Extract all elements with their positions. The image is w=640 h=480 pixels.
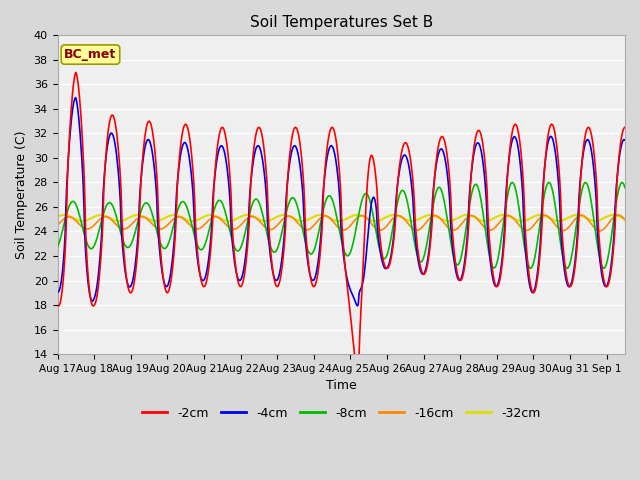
-32cm [54, 214, 61, 220]
-4cm [621, 137, 629, 143]
-16cm [241, 217, 249, 223]
-16cm [503, 213, 511, 218]
-32cm [163, 214, 170, 220]
-4cm [354, 303, 362, 309]
-32cm [504, 213, 512, 219]
Line: -32cm: -32cm [58, 215, 625, 221]
-4cm [417, 268, 424, 274]
-8cm [307, 251, 315, 257]
-8cm [600, 265, 607, 271]
-8cm [503, 197, 511, 203]
-16cm [307, 225, 315, 231]
-2cm [72, 70, 79, 75]
-2cm [163, 289, 170, 295]
-4cm [54, 289, 61, 295]
-8cm [618, 180, 626, 185]
-16cm [162, 224, 170, 229]
-4cm [308, 277, 316, 283]
Text: BC_met: BC_met [65, 48, 116, 61]
-8cm [621, 185, 629, 191]
-2cm [54, 302, 61, 308]
-4cm [72, 95, 79, 100]
-32cm [79, 218, 86, 224]
-16cm [596, 228, 604, 234]
-2cm [308, 281, 316, 287]
-32cm [308, 215, 316, 220]
-16cm [621, 217, 629, 223]
-16cm [614, 212, 622, 218]
-2cm [353, 365, 360, 371]
-16cm [54, 222, 61, 228]
-16cm [385, 220, 393, 226]
-4cm [387, 253, 395, 259]
Legend: -2cm, -4cm, -8cm, -16cm, -32cm: -2cm, -4cm, -8cm, -16cm, -32cm [137, 402, 545, 425]
-32cm [426, 212, 434, 218]
-2cm [387, 256, 395, 262]
-32cm [621, 216, 629, 222]
-2cm [417, 264, 424, 270]
-4cm [243, 249, 250, 254]
-2cm [243, 258, 250, 264]
-8cm [54, 244, 61, 250]
-8cm [241, 228, 249, 234]
X-axis label: Time: Time [326, 379, 356, 392]
-2cm [621, 124, 629, 130]
-32cm [243, 212, 250, 218]
Title: Soil Temperatures Set B: Soil Temperatures Set B [250, 15, 433, 30]
-8cm [415, 257, 423, 263]
-8cm [162, 245, 170, 251]
Line: -2cm: -2cm [58, 72, 625, 368]
Y-axis label: Soil Temperature (C): Soil Temperature (C) [15, 131, 28, 259]
-2cm [504, 162, 512, 168]
-16cm [415, 227, 423, 233]
Line: -16cm: -16cm [58, 215, 625, 231]
-32cm [387, 213, 394, 218]
Line: -4cm: -4cm [58, 97, 625, 306]
-4cm [504, 163, 512, 168]
-4cm [163, 284, 170, 289]
-32cm [416, 216, 424, 222]
-8cm [385, 243, 393, 249]
Line: -8cm: -8cm [58, 182, 625, 268]
